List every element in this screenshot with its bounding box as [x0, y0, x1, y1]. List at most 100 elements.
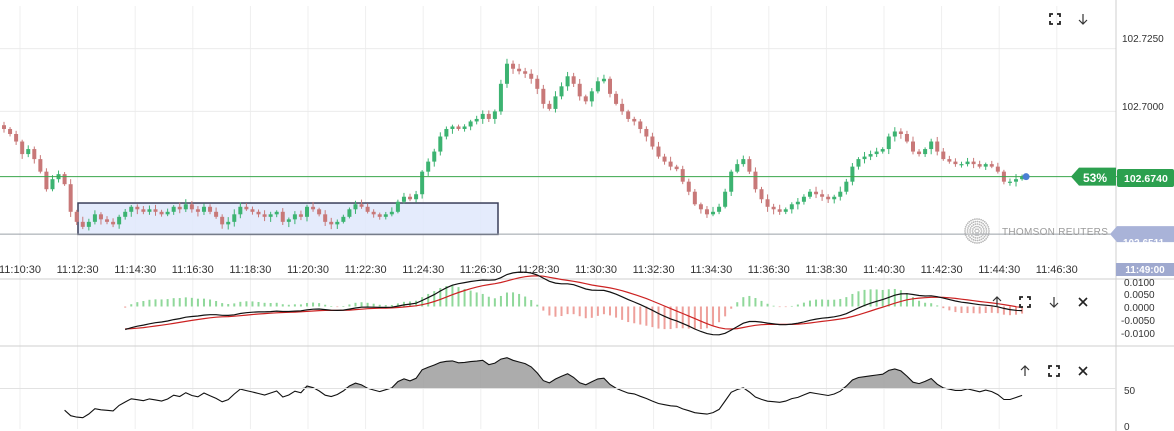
candle-body	[947, 159, 952, 162]
macd-histogram-bar	[154, 299, 157, 307]
time-tick-label: 11:28:30	[517, 264, 559, 276]
macd-histogram-bar	[948, 306, 951, 311]
rsi-move-up-button[interactable]	[1015, 361, 1035, 381]
rsi-close-button[interactable]	[1073, 361, 1093, 381]
candle-body	[177, 206, 182, 210]
logo-dot	[974, 236, 977, 239]
macd-histogram-bar	[263, 302, 266, 307]
macd-histogram-bar	[875, 289, 878, 307]
logo-dot	[972, 236, 975, 238]
logo-dot	[974, 230, 976, 232]
selection-rectangle[interactable]	[77, 202, 499, 236]
candle-body	[317, 209, 322, 215]
macd-histogram-bar	[439, 287, 442, 307]
macd-histogram-bar	[705, 306, 708, 329]
candle-body	[286, 219, 291, 222]
logo-dot	[980, 228, 982, 230]
macd-histogram-bar	[954, 306, 957, 313]
logo-dot	[965, 224, 968, 226]
macd-histogram-bar	[590, 306, 593, 318]
time-tick-label: 11:36:30	[748, 264, 790, 276]
macd-line	[125, 271, 1023, 336]
macd-histogram-bar	[1008, 306, 1011, 316]
logo-dot	[976, 237, 979, 239]
logo-dot	[980, 224, 983, 227]
candle-body	[1007, 181, 1012, 183]
macd-histogram-bar	[584, 306, 587, 319]
candle-body	[856, 159, 861, 167]
macd-histogram-bar	[621, 306, 624, 320]
candle-body	[771, 206, 776, 210]
macd-histogram-bar	[966, 306, 969, 314]
macd-histogram-bar	[984, 306, 987, 314]
logo-dot	[973, 233, 976, 236]
cursor-time-badge	[1116, 263, 1174, 276]
price-fullscreen-button[interactable]	[1045, 9, 1065, 29]
macd-histogram-bar	[221, 303, 224, 307]
candle-body	[365, 206, 370, 212]
candle-body	[462, 126, 467, 129]
candle-body	[232, 214, 237, 222]
macd-histogram-bar	[815, 299, 818, 307]
price-badges: 53% 102.6740 102.6511	[1071, 167, 1174, 249]
candle-body	[353, 204, 358, 210]
logo-dot	[966, 237, 969, 240]
last-price-dot	[1022, 173, 1030, 181]
macd-histogram-bar	[493, 298, 496, 307]
macd-close-button[interactable]	[1073, 292, 1093, 312]
candle-body	[614, 93, 619, 104]
candle-body	[141, 209, 146, 212]
logo-dot	[978, 241, 980, 244]
macd-fullscreen-button[interactable]	[1015, 292, 1035, 312]
macd-histogram-bar	[554, 306, 557, 317]
candle-body	[795, 201, 800, 205]
macd-histogram-bar	[681, 306, 684, 329]
candle-body	[220, 216, 225, 225]
candle-body	[159, 211, 164, 215]
macd-histogram-bar	[136, 302, 139, 307]
logo-dot	[982, 228, 985, 230]
macd-histogram-bar	[184, 297, 187, 307]
candle-body	[777, 209, 782, 212]
price-panel[interactable]: THOMSON REUTERS	[0, 58, 1117, 244]
macd-histogram-bar	[572, 306, 575, 315]
candle-body	[904, 134, 909, 142]
macd-histogram-bar	[596, 306, 599, 316]
candle-body	[238, 206, 243, 215]
candle-body	[886, 136, 891, 150]
candle-body	[226, 221, 231, 225]
logo-dot	[967, 225, 970, 228]
candle-body	[620, 103, 625, 112]
candle-body	[50, 179, 55, 190]
logo-dot	[970, 240, 972, 243]
logo-dot	[974, 223, 977, 226]
rsi-panel[interactable]: 50 0	[0, 357, 1136, 431]
candle-body	[395, 201, 400, 212]
logo-dot	[980, 241, 983, 244]
candle-body	[401, 196, 406, 202]
candle-body	[74, 211, 79, 222]
logo-dot	[980, 235, 983, 238]
logo-dot	[976, 242, 978, 244]
candle-body	[201, 206, 206, 212]
candle-body	[850, 166, 855, 182]
macd-panel[interactable]: 0.0100 0.0050 0.0000 -0.0050 -0.0100	[124, 271, 1155, 340]
rsi-fullscreen-button[interactable]	[1044, 361, 1064, 381]
time-tick-label: 11:30:30	[575, 264, 617, 276]
macd-histogram-bar	[990, 306, 993, 313]
macd-tick-label: 0.0100	[1124, 278, 1155, 289]
candle-body	[492, 111, 497, 119]
percent-badge	[1071, 167, 1116, 186]
time-tick-label: 11:18:30	[229, 264, 271, 276]
candle-body	[656, 146, 661, 157]
candle-body	[765, 199, 770, 207]
candle-body	[541, 88, 546, 104]
candle-body	[668, 161, 673, 167]
macd-move-up-button[interactable]	[987, 292, 1007, 312]
macd-histogram-bar	[978, 306, 981, 314]
price-move-down-button[interactable]	[1073, 9, 1093, 29]
macd-move-down-button[interactable]	[1044, 292, 1064, 312]
macd-histogram-bar	[645, 306, 648, 326]
candle-body	[414, 194, 419, 200]
